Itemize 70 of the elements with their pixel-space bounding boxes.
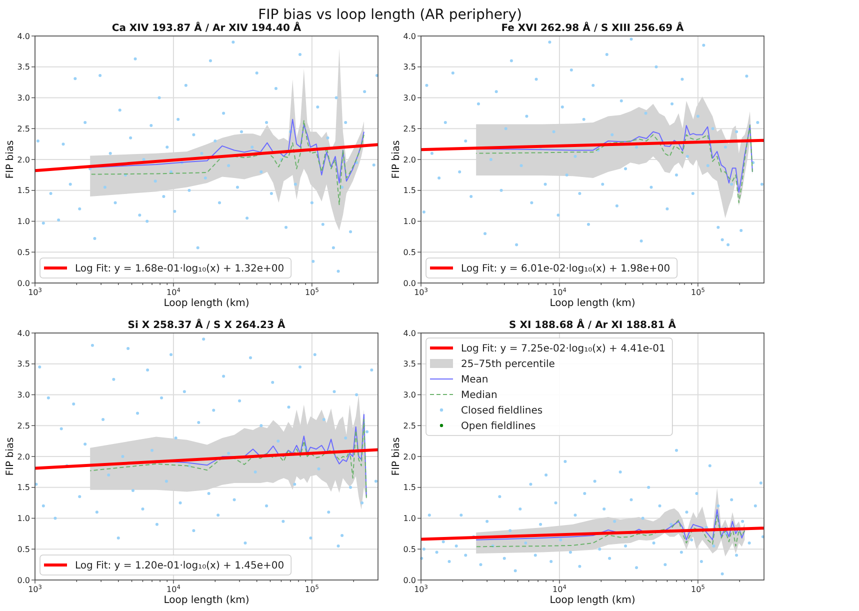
- x-tick-label: 10$^{3}$: [28, 584, 42, 594]
- x-tick-label: 10$^{5}$: [691, 584, 706, 594]
- y-tick-label: 0.0: [17, 278, 30, 288]
- y-tick-label: 0.0: [17, 576, 30, 585]
- y-tick-label: 1.5: [17, 186, 30, 196]
- y-tick-label: 4.0: [403, 328, 416, 338]
- y-tick-label: 4.0: [403, 32, 416, 41]
- y-tick-label: 3.5: [403, 62, 416, 72]
- legend-label: Mean: [461, 374, 488, 386]
- legend-label: Log Fit: y = 1.68e-01·log₁₀(x) + 1.32e+00: [75, 264, 284, 274]
- y-tick-label: 2.5: [403, 421, 416, 430]
- y-tick-label: 2.5: [17, 124, 30, 134]
- y-axis-title: FIP bias: [5, 437, 16, 476]
- x-tick-label: 10$^{3}$: [414, 584, 428, 594]
- y-axis-title: FIP bias: [391, 437, 402, 476]
- y-tick-label: 3.0: [403, 390, 416, 400]
- y-tick-label: 0.5: [17, 248, 30, 257]
- chart-title: Ca XIV 193.87 Å / Ar XIV 194.40 Å: [112, 21, 302, 34]
- x-tick-label: 10$^{3}$: [28, 287, 42, 297]
- y-tick-label: 0.5: [17, 544, 30, 554]
- legend-label: 25–75th percentile: [461, 359, 555, 370]
- x-axis-title: Loop length (km): [164, 595, 250, 606]
- y-tick-label: 0.0: [403, 576, 416, 585]
- x-tick-label: 10$^{5}$: [305, 584, 320, 594]
- y-tick-label: 3.5: [403, 360, 416, 369]
- text: FIP bias vs loop length (AR periphery): [258, 7, 522, 23]
- chart-title: Si X 258.37 Å / S X 264.23 Å: [128, 318, 286, 331]
- y-tick-label: 2.0: [17, 155, 30, 164]
- x-tick-label: 10$^{4}$: [166, 287, 181, 297]
- legend-label: Open fieldlines: [461, 421, 536, 432]
- chart-title: S XI 188.68 Å / Ar XI 188.81 Å: [509, 318, 676, 331]
- y-tick-label: 0.5: [403, 248, 416, 257]
- y-tick-label: 0.0: [403, 278, 416, 288]
- y-tick-label: 1.5: [17, 483, 30, 492]
- y-tick-label: 3.5: [17, 360, 30, 369]
- y-tick-label: 0.5: [403, 544, 416, 554]
- legend-label: Log Fit: y = 7.25e-02·log₁₀(x) + 4.41e-01: [461, 344, 666, 354]
- x-axis-title: Loop length (km): [550, 298, 636, 309]
- y-tick-label: 2.0: [403, 155, 416, 164]
- y-tick-label: 1.5: [403, 483, 416, 492]
- y-tick-label: 2.5: [17, 421, 30, 430]
- x-tick-label: 10$^{3}$: [414, 287, 428, 297]
- x-tick-label: 10$^{4}$: [166, 584, 181, 594]
- legend-label: Closed fieldlines: [461, 406, 543, 416]
- y-tick-label: 2.0: [17, 452, 30, 462]
- y-tick-label: 3.0: [403, 94, 416, 103]
- y-tick-label: 4.0: [17, 32, 30, 41]
- x-axis-title: Loop length (km): [550, 595, 636, 606]
- y-axis-title: FIP bias: [5, 140, 16, 179]
- y-tick-label: 2.5: [403, 124, 416, 134]
- legend-label: Median: [461, 390, 498, 401]
- y-tick-label: 4.0: [17, 328, 30, 338]
- y-tick-label: 1.0: [403, 217, 416, 226]
- y-tick-label: 1.0: [403, 514, 416, 524]
- x-tick-label: 10$^{4}$: [552, 584, 567, 594]
- x-tick-label: 10$^{5}$: [691, 287, 706, 297]
- y-tick-label: 3.5: [17, 62, 30, 72]
- y-tick-label: 2.0: [403, 452, 416, 462]
- x-axis-title: Loop length (km): [164, 298, 250, 309]
- y-tick-label: 1.0: [17, 217, 30, 226]
- y-tick-label: 1.0: [17, 514, 30, 524]
- y-tick-label: 3.0: [17, 94, 30, 103]
- y-tick-label: 3.0: [17, 390, 30, 400]
- y-axis-title: FIP bias: [391, 140, 402, 179]
- y-tick-label: 1.5: [403, 186, 416, 196]
- legend-label: Log Fit: y = 6.01e-02·log₁₀(x) + 1.98e+00: [461, 264, 670, 274]
- x-tick-label: 10$^{5}$: [305, 287, 320, 297]
- x-tick-label: 10$^{4}$: [552, 287, 567, 297]
- legend-label: Log Fit: y = 1.20e-01·log₁₀(x) + 1.45e+00: [75, 560, 284, 572]
- chart-title: Fe XVI 262.98 Å / S XIII 256.69 Å: [501, 21, 684, 34]
